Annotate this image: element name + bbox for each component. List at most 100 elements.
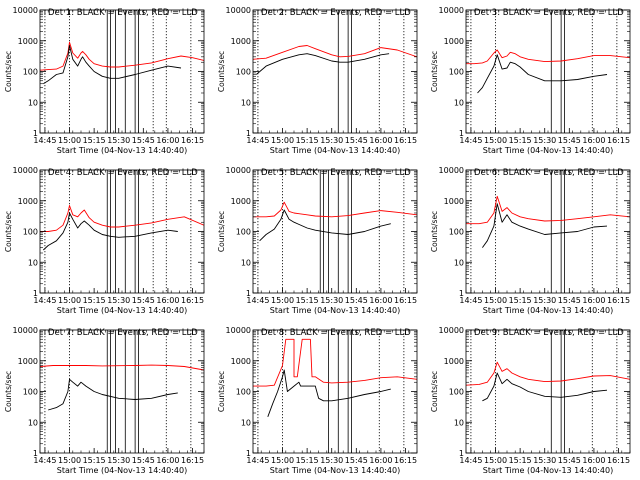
panel-det-8: Det 8: BLACK = Events, RED = LLD 1 10 100 10…: [217, 326, 418, 475]
y-axis-label: Counts/sec: [217, 371, 226, 412]
series-line-lld: [40, 41, 204, 71]
x-axis-label: Start Time (04-Nov-13 14:40:40): [270, 466, 400, 475]
x-tick-label: 16:15: [394, 456, 417, 465]
x-tick-label: 14:45: [246, 136, 269, 145]
y-tick-label: 100: [23, 68, 38, 77]
y-tick-label: 10000: [226, 6, 251, 15]
x-tick-label: 14:45: [33, 456, 56, 465]
x-tick-label: 15:45: [345, 296, 368, 305]
x-tick-label: 15:15: [296, 456, 319, 465]
series-line-events: [48, 378, 178, 411]
x-tick-label: 15:30: [320, 296, 343, 305]
x-tick-label: 15:00: [58, 456, 81, 465]
plot-area: [253, 10, 417, 133]
y-axis-label: Counts/sec: [430, 51, 439, 92]
panel-det-1: Det 1: BLACK = Events, RED = LLD 1 10 100 10…: [4, 6, 205, 155]
series-line-events: [43, 45, 182, 85]
x-tick-label: 16:00: [369, 456, 392, 465]
x-tick-label: 16:00: [582, 296, 605, 305]
y-tick-label: 10: [241, 258, 251, 267]
y-tick-label: 1: [246, 449, 251, 458]
x-tick-label: 15:30: [107, 296, 130, 305]
y-tick-label: 100: [449, 388, 464, 397]
x-tick-label: 15:00: [271, 456, 294, 465]
y-tick-label: 10: [28, 418, 38, 427]
plot-area: [253, 330, 417, 453]
x-tick-label: 16:15: [394, 296, 417, 305]
series-line-events: [267, 369, 391, 417]
x-tick-label: 15:00: [271, 136, 294, 145]
x-tick-label: 15:45: [132, 296, 155, 305]
x-tick-label: 14:45: [246, 296, 269, 305]
y-tick-label: 10: [454, 98, 464, 107]
y-tick-label: 10000: [13, 166, 38, 175]
x-tick-label: 16:15: [607, 136, 630, 145]
series-line-events: [482, 372, 608, 402]
y-tick-label: 1: [459, 449, 464, 458]
x-tick-label: 16:00: [582, 456, 605, 465]
panel-title: Det 4: BLACK = Events, RED = LLD: [48, 168, 198, 178]
x-tick-label: 16:15: [607, 456, 630, 465]
panel-title: Det 6: BLACK = Events, RED = LLD: [474, 168, 624, 178]
series-line-lld: [40, 205, 204, 232]
x-tick-label: 15:00: [58, 296, 81, 305]
y-tick-label: 1000: [231, 37, 251, 46]
x-axis-label: Start Time (04-Nov-13 14:40:40): [483, 146, 613, 155]
panel-title: Det 8: BLACK = Events, RED = LLD: [261, 328, 411, 338]
y-tick-label: 100: [236, 228, 251, 237]
x-tick-label: 14:45: [459, 136, 482, 145]
y-tick-label: 10: [454, 418, 464, 427]
plot-frame: [39, 9, 205, 134]
x-tick-label: 16:15: [607, 296, 630, 305]
y-tick-label: 100: [236, 388, 251, 397]
plot-area: [253, 170, 417, 293]
x-tick-label: 15:30: [320, 136, 343, 145]
y-tick-label: 1000: [231, 357, 251, 366]
panel-det-7: Det 7: BLACK = Events, RED = LLD 1 10 100 10…: [4, 326, 205, 475]
y-tick-label: 1000: [444, 357, 464, 366]
series-line-lld: [253, 45, 417, 60]
y-axis-label: Counts/sec: [4, 51, 13, 92]
plot-area: [40, 330, 204, 453]
y-tick-label: 100: [449, 228, 464, 237]
x-tick-label: 15:15: [509, 136, 532, 145]
x-tick-label: 15:15: [83, 456, 106, 465]
y-tick-label: 100: [23, 228, 38, 237]
panel-det-9: Det 9: BLACK = Events, RED = LLD 1 10 100 10…: [430, 326, 631, 475]
panel-title: Det 2: BLACK = Events, RED = LLD: [261, 8, 411, 18]
x-tick-label: 15:00: [484, 456, 507, 465]
x-tick-label: 15:30: [533, 136, 556, 145]
plot-frame: [39, 169, 205, 294]
y-tick-label: 1: [246, 289, 251, 298]
x-tick-label: 15:45: [345, 136, 368, 145]
x-axis-label: Start Time (04-Nov-13 14:40:40): [483, 306, 613, 315]
x-tick-label: 16:00: [156, 456, 179, 465]
x-tick-label: 16:00: [582, 136, 605, 145]
y-tick-label: 10: [28, 258, 38, 267]
x-tick-label: 15:45: [345, 456, 368, 465]
panel-det-3: Det 3: BLACK = Events, RED = LLD 1 10 100 10…: [430, 6, 631, 155]
series-line-events: [42, 212, 178, 251]
x-tick-label: 15:30: [107, 456, 130, 465]
x-tick-label: 16:15: [394, 136, 417, 145]
plot-frame: [465, 169, 631, 294]
y-tick-label: 10000: [13, 6, 38, 15]
x-tick-label: 15:45: [132, 136, 155, 145]
y-tick-label: 10000: [439, 166, 464, 175]
y-tick-label: 1000: [18, 197, 38, 206]
y-tick-label: 1: [246, 129, 251, 138]
x-tick-label: 16:00: [156, 296, 179, 305]
series-line-lld: [466, 361, 630, 386]
panel-title: Det 1: BLACK = Events, RED = LLD: [48, 8, 198, 18]
panel-title: Det 3: BLACK = Events, RED = LLD: [474, 8, 624, 18]
x-tick-label: 16:15: [181, 136, 204, 145]
x-axis-label: Start Time (04-Nov-13 14:40:40): [270, 306, 400, 315]
panel-det-5: Det 5: BLACK = Events, RED = LLD 1 10 100 10…: [217, 166, 418, 315]
y-axis-label: Counts/sec: [217, 211, 226, 252]
y-tick-label: 10000: [226, 166, 251, 175]
y-tick-label: 100: [449, 68, 464, 77]
x-tick-label: 15:15: [296, 136, 319, 145]
series-line-lld: [466, 49, 630, 65]
x-tick-label: 15:00: [484, 296, 507, 305]
series-line-events: [256, 53, 390, 75]
